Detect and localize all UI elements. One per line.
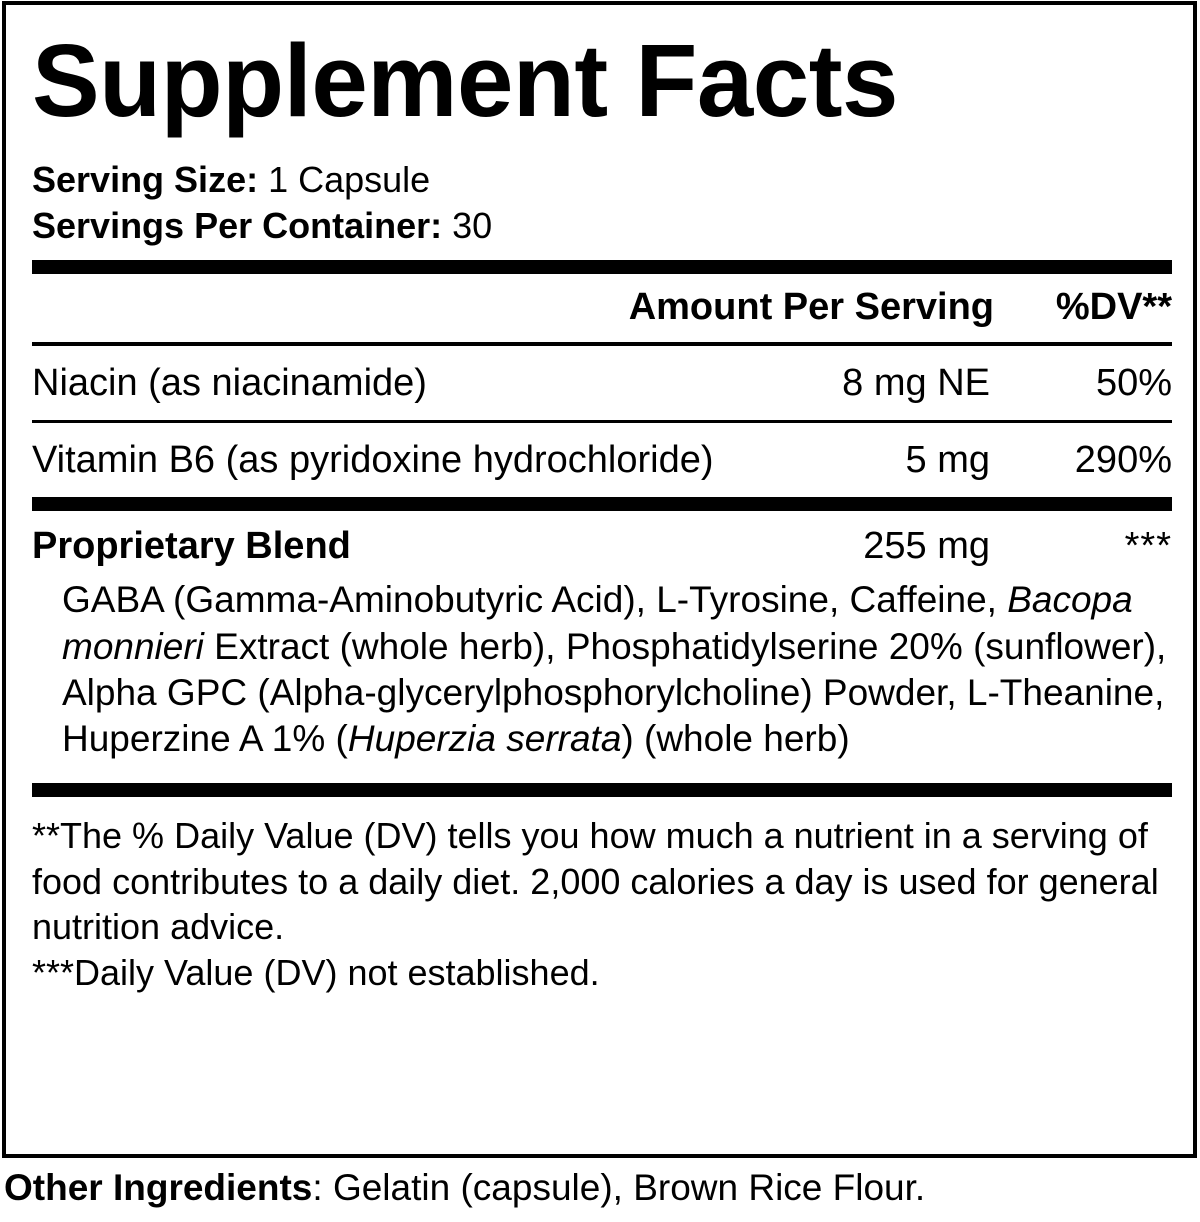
nutrient-name: Niacin (as niacinamide) [32, 362, 427, 405]
nutrient-percent-dv: 290% [1074, 439, 1172, 482]
amount-per-serving-header: Amount Per Serving [628, 286, 994, 329]
rule-above-column-headers [32, 260, 1172, 275]
table-row: Vitamin B6 (as pyridoxine hydrochloride)… [32, 423, 1172, 497]
serving-size-value: 1 Capsule [268, 159, 431, 200]
rule-between-nutrient-rows [32, 420, 1172, 424]
servings-per-container-value: 30 [452, 205, 493, 247]
footnote-dv-not-established: ***Daily Value (DV) not established. [32, 952, 600, 993]
nutrient-amount: 5 mg [905, 439, 990, 482]
spacer-above-header-rule [32, 249, 1172, 260]
nutrient-amount: 8 mg NE [842, 362, 990, 405]
spacer-above-footnote-rule [32, 763, 1172, 783]
servings-per-container-label: Servings Per Container: [32, 205, 443, 247]
percent-dv-header: %DV** [1055, 286, 1172, 329]
column-header-row: Amount Per Serving %DV** [32, 274, 1172, 342]
proprietary-blend-amount: 255 mg [863, 525, 990, 568]
rule-above-proprietary-blend [32, 497, 1172, 512]
other-ingredients-label: Other Ingredients [4, 1167, 313, 1208]
facts-panel: Supplement Facts Serving Size: 1 Capsule… [2, 1, 1197, 1158]
serving-size-line: Serving Size: 1 Capsule [32, 157, 1172, 203]
serving-size-label: Serving Size: [32, 159, 259, 200]
other-ingredients-value: : Gelatin (capsule), Brown Rice Flour. [312, 1167, 926, 1208]
nutrient-name: Vitamin B6 (as pyridoxine hydrochloride) [32, 439, 714, 482]
rule-below-column-headers [32, 342, 1172, 347]
table-row: Niacin (as niacinamide) 8 mg NE 50% [32, 346, 1172, 420]
proprietary-blend-ingredients: GABA (Gamma-Aminobutyric Acid), L-Tyrosi… [62, 579, 1167, 760]
serving-information: Serving Size: 1 Capsule Servings Per Con… [32, 157, 1172, 249]
proprietary-blend-row: Proprietary Blend 255 mg *** [32, 511, 1172, 571]
nutrient-percent-dv: 50% [1095, 362, 1172, 405]
other-ingredients: Other Ingredients: Gelatin (capsule), Br… [4, 1167, 1194, 1209]
footnotes: **The % Daily Value (DV) tells you how m… [32, 797, 1172, 996]
facts-panel-inner: Supplement Facts Serving Size: 1 Capsule… [32, 5, 1172, 1154]
rule-above-footnotes [32, 782, 1172, 797]
proprietary-blend-name: Proprietary Blend [32, 525, 351, 568]
footnote-daily-value-explanation: **The % Daily Value (DV) tells you how m… [32, 814, 1159, 948]
proprietary-blend-percent-dv: *** [1124, 525, 1172, 568]
servings-per-container-line: Servings Per Container: 30 [32, 203, 1172, 249]
page-title: Supplement Facts [32, 23, 898, 138]
